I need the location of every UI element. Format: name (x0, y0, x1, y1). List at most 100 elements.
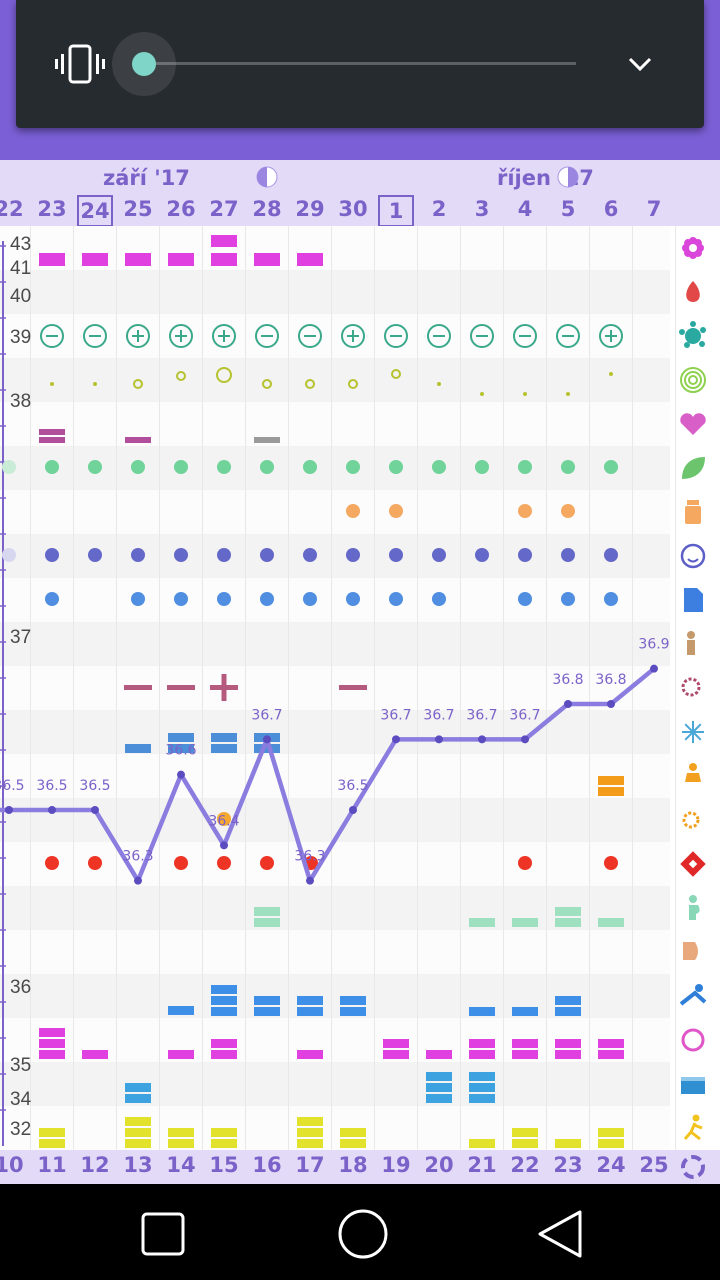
day-label[interactable]: 17 (295, 1153, 325, 1177)
day-label[interactable]: 15 (209, 1153, 239, 1177)
pregnant-icon[interactable] (689, 895, 700, 920)
day-label[interactable]: 13 (123, 1153, 153, 1177)
back-icon[interactable] (530, 1204, 590, 1264)
heart-bar (254, 437, 280, 443)
day-label[interactable]: 23 (553, 1153, 583, 1177)
blue-bar (211, 733, 237, 742)
ring (688, 375, 698, 385)
baby-icon[interactable] (681, 1028, 705, 1052)
sun-alert-icon[interactable] (682, 811, 700, 829)
yellow-bar (598, 1128, 624, 1137)
purple-dot (346, 548, 360, 562)
mucus-ring (305, 379, 315, 389)
day-label[interactable]: 24 (596, 1153, 626, 1177)
orange-dot (518, 504, 532, 518)
document-icon[interactable] (684, 588, 703, 612)
period-bar (211, 235, 237, 247)
day-label[interactable]: 14 (166, 1153, 196, 1177)
diamond-icon[interactable] (680, 851, 706, 877)
cake-icon[interactable] (681, 1077, 705, 1094)
red-dot (217, 856, 231, 870)
purple-dot (217, 548, 231, 562)
flower-icon[interactable] (682, 237, 704, 259)
day-label[interactable]: 6 (603, 197, 619, 221)
day-label[interactable]: 4 (517, 197, 533, 221)
chart-row-band (0, 578, 670, 622)
splash-icon[interactable] (679, 321, 706, 348)
day-label[interactable]: 12 (80, 1153, 110, 1177)
day-label[interactable]: 28 (252, 197, 282, 221)
volume-slider-thumb[interactable] (132, 52, 156, 76)
day-label[interactable]: 27 (209, 197, 239, 221)
ring (680, 367, 706, 393)
hand-icon[interactable] (683, 942, 698, 960)
hand-shape (683, 942, 698, 960)
mint-bar (555, 918, 581, 927)
blue-bar (168, 1006, 194, 1015)
chart-row-band (0, 754, 670, 798)
day-label[interactable]: 25 (639, 1153, 669, 1177)
period-bar (254, 253, 280, 266)
temperature-label: 36.7 (423, 707, 454, 723)
heart-icon[interactable] (680, 413, 706, 435)
temperature-label: 36.3 (294, 849, 325, 865)
exercise-icon[interactable] (679, 984, 707, 1006)
magenta-bar (426, 1050, 452, 1059)
exercise-body (679, 990, 707, 1006)
vibrate-icon[interactable] (54, 44, 106, 84)
blue-bar (426, 1094, 452, 1103)
day-label[interactable]: 1 (378, 195, 414, 227)
day-label[interactable]: 22 (0, 197, 24, 221)
day-label[interactable]: 19 (381, 1153, 411, 1177)
day-label[interactable]: 20 (424, 1153, 454, 1177)
cycle-chart[interactable]: 43 41 40 39 38 37 36 35 34 32 36.5 36.5 36.5 36.3 36.6… (0, 226, 720, 1150)
day-label[interactable]: 23 (37, 197, 67, 221)
bottle-icon[interactable] (685, 500, 701, 524)
period-bar (168, 253, 194, 266)
day-label[interactable]: 22 (510, 1153, 540, 1177)
day-label[interactable]: 5 (560, 197, 576, 221)
day-label[interactable]: 16 (252, 1153, 282, 1177)
day-label[interactable]: 3 (474, 197, 490, 221)
day-label[interactable]: 21 (467, 1153, 497, 1177)
circle-icon[interactable] (333, 1204, 393, 1264)
day-label[interactable]: 18 (338, 1153, 368, 1177)
blue-bar (254, 1007, 280, 1016)
rings-icon[interactable] (680, 367, 706, 393)
ring (684, 371, 702, 389)
leaf-icon[interactable] (682, 457, 705, 479)
day-label[interactable]: 24 (77, 195, 113, 227)
day-label[interactable]: 11 (37, 1153, 67, 1177)
cycle-icon[interactable] (678, 1152, 708, 1182)
smiley-icon[interactable] (680, 543, 706, 569)
moon-phase-icon (256, 166, 278, 188)
sparkle-icon[interactable] (682, 721, 704, 743)
blue-dot (45, 592, 59, 606)
orange-dot (346, 504, 360, 518)
magenta-bar (555, 1050, 581, 1059)
day-label[interactable]: 10 (0, 1153, 24, 1177)
day-label[interactable]: 30 (338, 197, 368, 221)
day-label[interactable]: 26 (166, 197, 196, 221)
day-label[interactable]: 2 (431, 197, 447, 221)
drop-icon[interactable] (686, 281, 700, 302)
blue-bar (211, 996, 237, 1005)
day-label[interactable]: 7 (646, 197, 662, 221)
axis-label: 39 (10, 327, 31, 348)
temperature-point (435, 735, 443, 744)
day-label[interactable]: 25 (123, 197, 153, 221)
woman-icon[interactable] (685, 763, 701, 782)
test-result-icon (40, 324, 64, 348)
square-icon[interactable] (133, 1204, 193, 1264)
day-label[interactable]: 29 (295, 197, 325, 221)
splash-drop (684, 342, 690, 348)
volume-slider-track[interactable] (144, 62, 576, 65)
temperature-label: 36.5 (79, 778, 110, 794)
magenta-bar (383, 1039, 409, 1048)
runner-icon[interactable] (683, 1114, 703, 1141)
person-check-icon[interactable] (687, 631, 695, 655)
flower-check-icon[interactable] (681, 677, 701, 697)
bottle-body (685, 506, 701, 524)
blue-bar (211, 744, 237, 753)
chevron-down-icon[interactable] (626, 50, 654, 78)
